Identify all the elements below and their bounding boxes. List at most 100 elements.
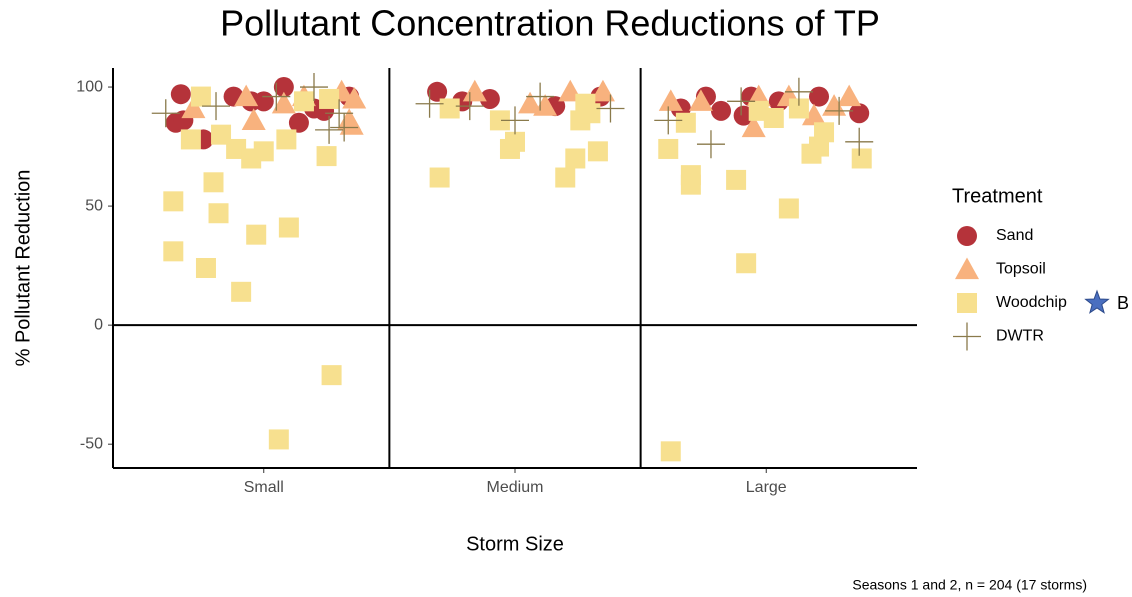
point [253,91,274,112]
point [533,94,558,116]
point [231,281,252,302]
point [688,89,713,111]
legend-title: Treatment [952,185,1043,207]
legend-marker [957,293,977,313]
point [151,99,180,128]
point [246,224,267,245]
point [849,103,870,124]
point [489,110,510,131]
point [565,148,586,169]
point [825,96,854,125]
point [814,122,835,143]
point [784,77,813,106]
point [276,129,297,150]
point [315,115,344,144]
point [658,138,679,159]
point [788,98,809,119]
point [801,103,826,126]
point [809,86,830,107]
point [342,86,367,109]
point [733,105,754,126]
point [427,81,448,102]
x-tick-label: Large [746,479,787,496]
x-axis-label: Storm Size [466,533,564,555]
point [711,100,732,121]
point [726,169,747,190]
point [253,141,274,162]
point [587,141,608,162]
point [778,198,799,219]
point [241,108,266,130]
point [526,82,555,111]
point [234,84,259,107]
point [429,167,450,188]
point [741,115,766,138]
point [170,84,191,105]
point [462,79,487,102]
point [271,91,296,114]
annotation-label: B [1117,293,1129,313]
point [501,106,529,135]
point [163,241,184,262]
point [226,138,247,159]
x-tick-label: Medium [487,479,544,496]
point [727,87,756,116]
point [696,130,725,159]
point [415,89,444,118]
point [596,94,625,123]
point [211,124,232,145]
point [845,127,874,156]
annotation-star [1084,289,1110,314]
legend-marker [953,322,981,351]
point [293,91,314,112]
y-axis-label: % Pollutant Reduction [12,170,34,367]
x-tick-label: Small [244,479,284,496]
point [660,441,681,462]
point [181,96,206,119]
legend-label: Woodchip [996,294,1067,311]
point [319,88,340,109]
point [675,112,696,133]
chart-title: Pollutant Concentration Reductions of TP [220,3,880,44]
point [262,82,291,111]
point [837,84,862,107]
point [325,99,354,128]
point [300,73,328,102]
y-tick-label: 50 [85,197,103,214]
point [736,253,757,274]
caption: Seasons 1 and 2, n = 204 (17 storms) [852,577,1087,593]
y-tick-label: 0 [94,316,103,333]
y-tick-label: -50 [80,435,103,452]
point [163,191,184,212]
point [680,174,701,195]
point [658,89,683,111]
legend-label: Sand [996,227,1033,244]
point [439,98,460,119]
legend-label: Topsoil [996,261,1046,278]
point [505,131,525,152]
y-tick-label: 100 [76,78,103,95]
point [321,365,342,386]
point [851,148,872,169]
point [203,172,224,193]
point [316,146,337,167]
legend-marker [957,226,977,246]
point [268,429,289,450]
legend-marker [955,257,979,280]
point [580,103,601,124]
point [590,79,615,102]
point [190,86,211,107]
point [195,258,216,278]
point [518,91,543,114]
point [555,167,576,188]
point [180,129,201,150]
point [208,203,229,224]
point [202,92,231,121]
point [330,113,359,142]
point [339,113,364,135]
point [654,106,683,135]
point [479,88,500,109]
point [288,112,309,133]
point [763,108,784,128]
